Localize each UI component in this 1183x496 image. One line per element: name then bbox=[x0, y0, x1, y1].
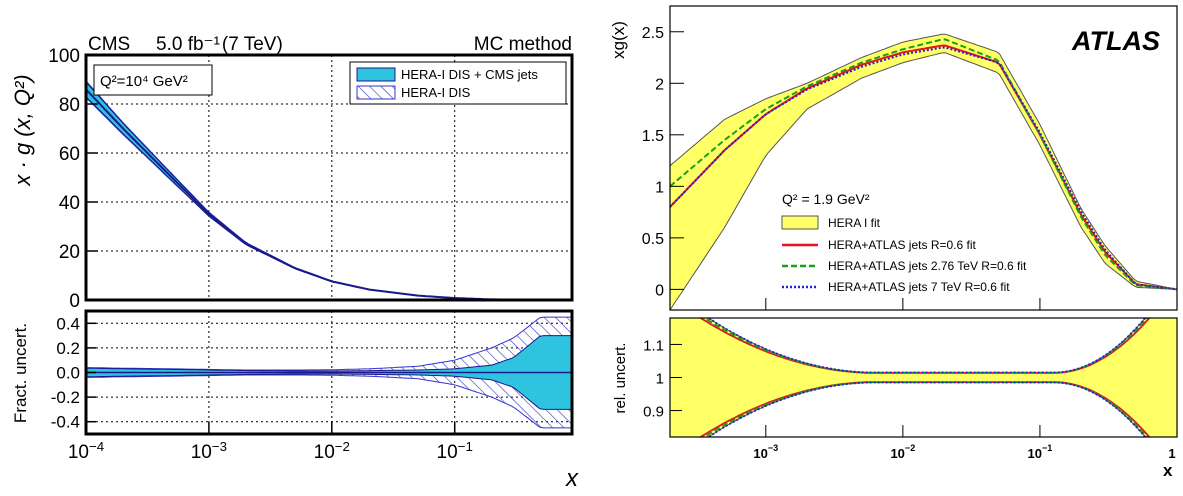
cms-top-y-tick-label: 0 bbox=[69, 291, 80, 312]
cms-y-axis-label-bottom: Fract. uncert. bbox=[11, 323, 30, 423]
atlas-x-tick-label: 10−1 bbox=[1028, 443, 1053, 461]
cms-q2-box: Q²=10⁴ GeV² bbox=[93, 64, 213, 96]
atlas-bottom-y-ticks: 0.9 1 1.1 bbox=[643, 337, 682, 421]
cms-jets-band bbox=[86, 81, 572, 300]
cms-top-y-ticks: 0 20 40 60 80 100 bbox=[48, 46, 98, 312]
atlas-bottom-y-tick-label: 1 bbox=[656, 371, 664, 388]
atlas-jets-curve bbox=[670, 44, 1177, 291]
atlas-top-y-tick-label: 0 bbox=[655, 282, 664, 299]
cms-bottom-plot-area bbox=[86, 316, 572, 429]
cms-bottom-y-tick-label: -0.2 bbox=[51, 388, 80, 407]
atlas-top-y-tick-label: 1.5 bbox=[642, 128, 664, 145]
cms-x-tick-label: 10−1 bbox=[437, 439, 473, 463]
cms-top-y-tick-label: 40 bbox=[59, 193, 80, 214]
cms-bottom-y-tick-label: 0.4 bbox=[56, 314, 80, 333]
atlas-legend-label-hera: HERA I fit bbox=[828, 216, 881, 230]
atlas-top-y-tick-label: 2.5 bbox=[642, 25, 664, 42]
atlas-x-tick-label: 10−3 bbox=[753, 443, 778, 461]
atlas-top-y-ticks: 0 0.5 1 1.5 2 2.5 bbox=[642, 25, 684, 299]
cms-method-label: MC method bbox=[474, 34, 572, 55]
atlas-276tev-curve bbox=[670, 38, 1177, 291]
atlas-q2-label: Q² = 1.9 GeV² bbox=[782, 191, 870, 207]
atlas-top-plot-area bbox=[670, 33, 1177, 310]
cms-top-y-tick-label: 80 bbox=[59, 95, 80, 116]
cms-x-tick-label: 10−4 bbox=[68, 439, 104, 463]
cms-top-y-tick-label: 60 bbox=[59, 144, 80, 165]
cms-x-tick-label: 10−3 bbox=[191, 439, 227, 463]
cms-y-axis-label-top: x · g (x, Q²) bbox=[10, 74, 35, 186]
atlas-x-axis-label: x bbox=[1163, 461, 1173, 480]
cms-legend-swatch-hera bbox=[356, 85, 396, 100]
hera-i-rel-band bbox=[670, 318, 1177, 437]
atlas-legend-label-atlas: HERA+ATLAS jets R=0.6 fit bbox=[828, 238, 977, 252]
atlas-figure: xg(x) rel. uncert. x 00.511.522.5 ATLAS … bbox=[609, 5, 1178, 480]
atlas-y-axis-label-bottom: rel. uncert. bbox=[612, 343, 629, 414]
atlas-7tev-rel-curve bbox=[706, 381, 1147, 437]
cms-experiment-label: CMS bbox=[88, 34, 130, 55]
atlas-legend-label-276: HERA+ATLAS jets 2.76 TeV R=0.6 fit bbox=[828, 259, 1027, 273]
cms-bottom-y-tick-label: 0.0 bbox=[56, 364, 80, 383]
cms-bottom-y-ticks: -0.4 -0.2 0.0 0.2 0.4 bbox=[51, 314, 96, 432]
hera-dis-band bbox=[86, 80, 572, 300]
cms-luminosity-label: 5.0 fb⁻¹ (7 TeV) bbox=[156, 34, 283, 55]
cms-legend: HERA-I DIS + CMS jets HERA-I DIS bbox=[349, 61, 567, 105]
atlas-y-axis-label-top: xg(x) bbox=[609, 21, 628, 59]
atlas-legend: Q² = 1.9 GeV² HERA I fit HERA+ATLAS jets… bbox=[781, 191, 1027, 294]
cms-legend-label-hera: HERA-I DIS bbox=[401, 85, 471, 100]
atlas-legend-label-7tev: HERA+ATLAS jets 7 TeV R=0.6 fit bbox=[828, 280, 1010, 294]
atlas-top-frame bbox=[669, 5, 1178, 311]
cms-top-y-tick-label: 20 bbox=[59, 242, 80, 263]
cms-bottom-y-tick-label: 0.2 bbox=[56, 339, 80, 358]
atlas-7tev-rel-curve bbox=[706, 318, 1147, 374]
cms-top-frame bbox=[84, 53, 574, 302]
cms-q2-label: Q²=10⁴ GeV² bbox=[100, 73, 188, 90]
atlas-x-tick-label: 1 bbox=[1168, 446, 1175, 461]
atlas-legend-swatch-hera bbox=[781, 215, 819, 230]
cms-x-axis-label: x bbox=[565, 465, 579, 492]
atlas-logo: ATLAS bbox=[1071, 26, 1160, 56]
atlas-bottom-plot-area bbox=[670, 318, 1177, 437]
atlas-x-tick-label: 10−2 bbox=[890, 443, 915, 461]
atlas-top-y-tick-label: 2 bbox=[655, 76, 664, 93]
atlas-top-y-tick-label: 1 bbox=[655, 179, 664, 196]
atlas-bottom-y-tick-label: 1.1 bbox=[643, 337, 664, 354]
atlas-top-y-tick-label: 0.5 bbox=[642, 231, 664, 248]
atlas-top-x-tickmarks bbox=[765, 298, 1041, 310]
cms-figure: CMS 5.0 fb⁻¹ (7 TeV) MC method x · g (x, … bbox=[10, 34, 579, 492]
cms-bottom-y-tick-label: -0.4 bbox=[51, 413, 80, 432]
cms-central-curve bbox=[86, 88, 572, 300]
cms-top-y-tick-label: 100 bbox=[48, 46, 80, 67]
cms-top-plot-area bbox=[86, 80, 572, 300]
atlas-bottom-y-tick-label: 0.9 bbox=[643, 404, 664, 421]
atlas-bottom-x-ticks: 10−3 10−2 10−1 1 bbox=[753, 425, 1178, 461]
cms-legend-label-cms-jets: HERA-I DIS + CMS jets bbox=[401, 67, 538, 82]
atlas-7tev-curve bbox=[670, 46, 1177, 291]
cms-x-tick-label: 10−2 bbox=[314, 439, 350, 463]
cms-legend-swatch-cms-jets bbox=[356, 67, 396, 82]
cms-bottom-x-ticks: 10−4 10−3 10−2 10−1 bbox=[68, 422, 473, 463]
